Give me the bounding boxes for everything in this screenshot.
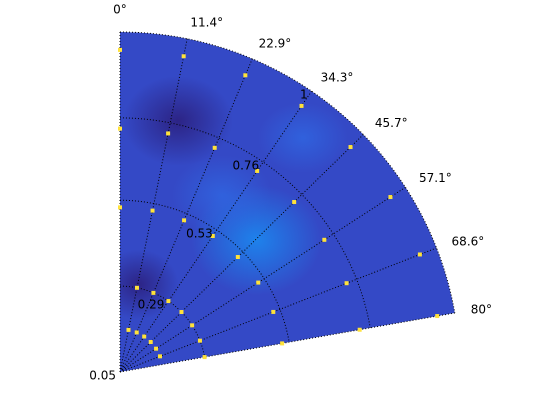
theta-tick-label: 68.6° — [452, 235, 485, 249]
polar-grid — [119, 31, 456, 373]
data-marker — [190, 323, 195, 328]
data-marker — [182, 218, 187, 223]
data-marker — [134, 285, 139, 290]
data-marker — [243, 73, 248, 78]
data-marker — [357, 327, 362, 332]
data-marker — [181, 54, 186, 59]
data-marker — [255, 168, 260, 173]
data-marker — [154, 346, 159, 351]
data-marker — [118, 47, 122, 52]
heatmap-low-region — [122, 75, 233, 166]
data-marker — [166, 299, 171, 304]
data-marker — [256, 280, 261, 285]
heatmap-mid-region — [172, 155, 272, 236]
data-marker — [435, 314, 440, 319]
r-tick-label: 1 — [300, 88, 308, 102]
data-marker — [134, 330, 139, 335]
data-marker — [148, 340, 153, 345]
r-tick-label: 0.05 — [89, 369, 116, 383]
data-marker — [118, 126, 122, 131]
data-marker — [118, 205, 122, 210]
heatmap-mid-region — [257, 102, 348, 173]
theta-tick-label: 11.4° — [190, 15, 223, 29]
data-marker — [210, 233, 215, 238]
r-grid-arc — [119, 117, 371, 328]
theta-tick-label: 22.9° — [259, 36, 292, 50]
theta-tick-label: 80° — [471, 303, 492, 317]
data-marker — [179, 310, 184, 315]
data-marker — [388, 195, 393, 200]
data-marker — [150, 208, 155, 213]
data-marker — [292, 200, 297, 205]
theta-tick-label: 45.7° — [375, 116, 408, 130]
r-grid-arc — [119, 199, 290, 343]
data-marker — [299, 103, 304, 108]
heatmap-field — [120, 32, 455, 372]
data-marker — [344, 281, 349, 286]
data-marker — [235, 255, 240, 260]
theta-tick-label: 57.1° — [419, 171, 452, 185]
data-marker — [126, 327, 131, 332]
r-grid-arc — [119, 31, 456, 314]
axis-labels: 0° 11.4° 22.9° 34.3° 45.7° 57.1° 68.6° 80° 0.05 0… — [89, 2, 492, 382]
data-marker — [166, 131, 171, 136]
data-marker — [212, 145, 217, 150]
data-marker — [322, 237, 327, 242]
r-tick-label: 0.53 — [186, 227, 213, 241]
data-marker — [157, 354, 162, 359]
data-marker — [142, 334, 147, 339]
heatmap-low-region — [120, 249, 179, 320]
theta-tick-label: 0° — [113, 2, 127, 16]
data-marker — [271, 309, 276, 314]
r-tick-label: 0.29 — [138, 298, 165, 312]
r-tick-label: 0.76 — [232, 159, 259, 173]
data-marker — [348, 145, 353, 150]
theta-tick-label: 34.3° — [321, 70, 354, 84]
data-marker — [417, 252, 422, 257]
data-marker — [197, 338, 202, 343]
data-marker — [280, 341, 285, 346]
data-markers — [118, 47, 440, 360]
data-marker — [151, 290, 156, 295]
data-marker — [202, 355, 207, 360]
